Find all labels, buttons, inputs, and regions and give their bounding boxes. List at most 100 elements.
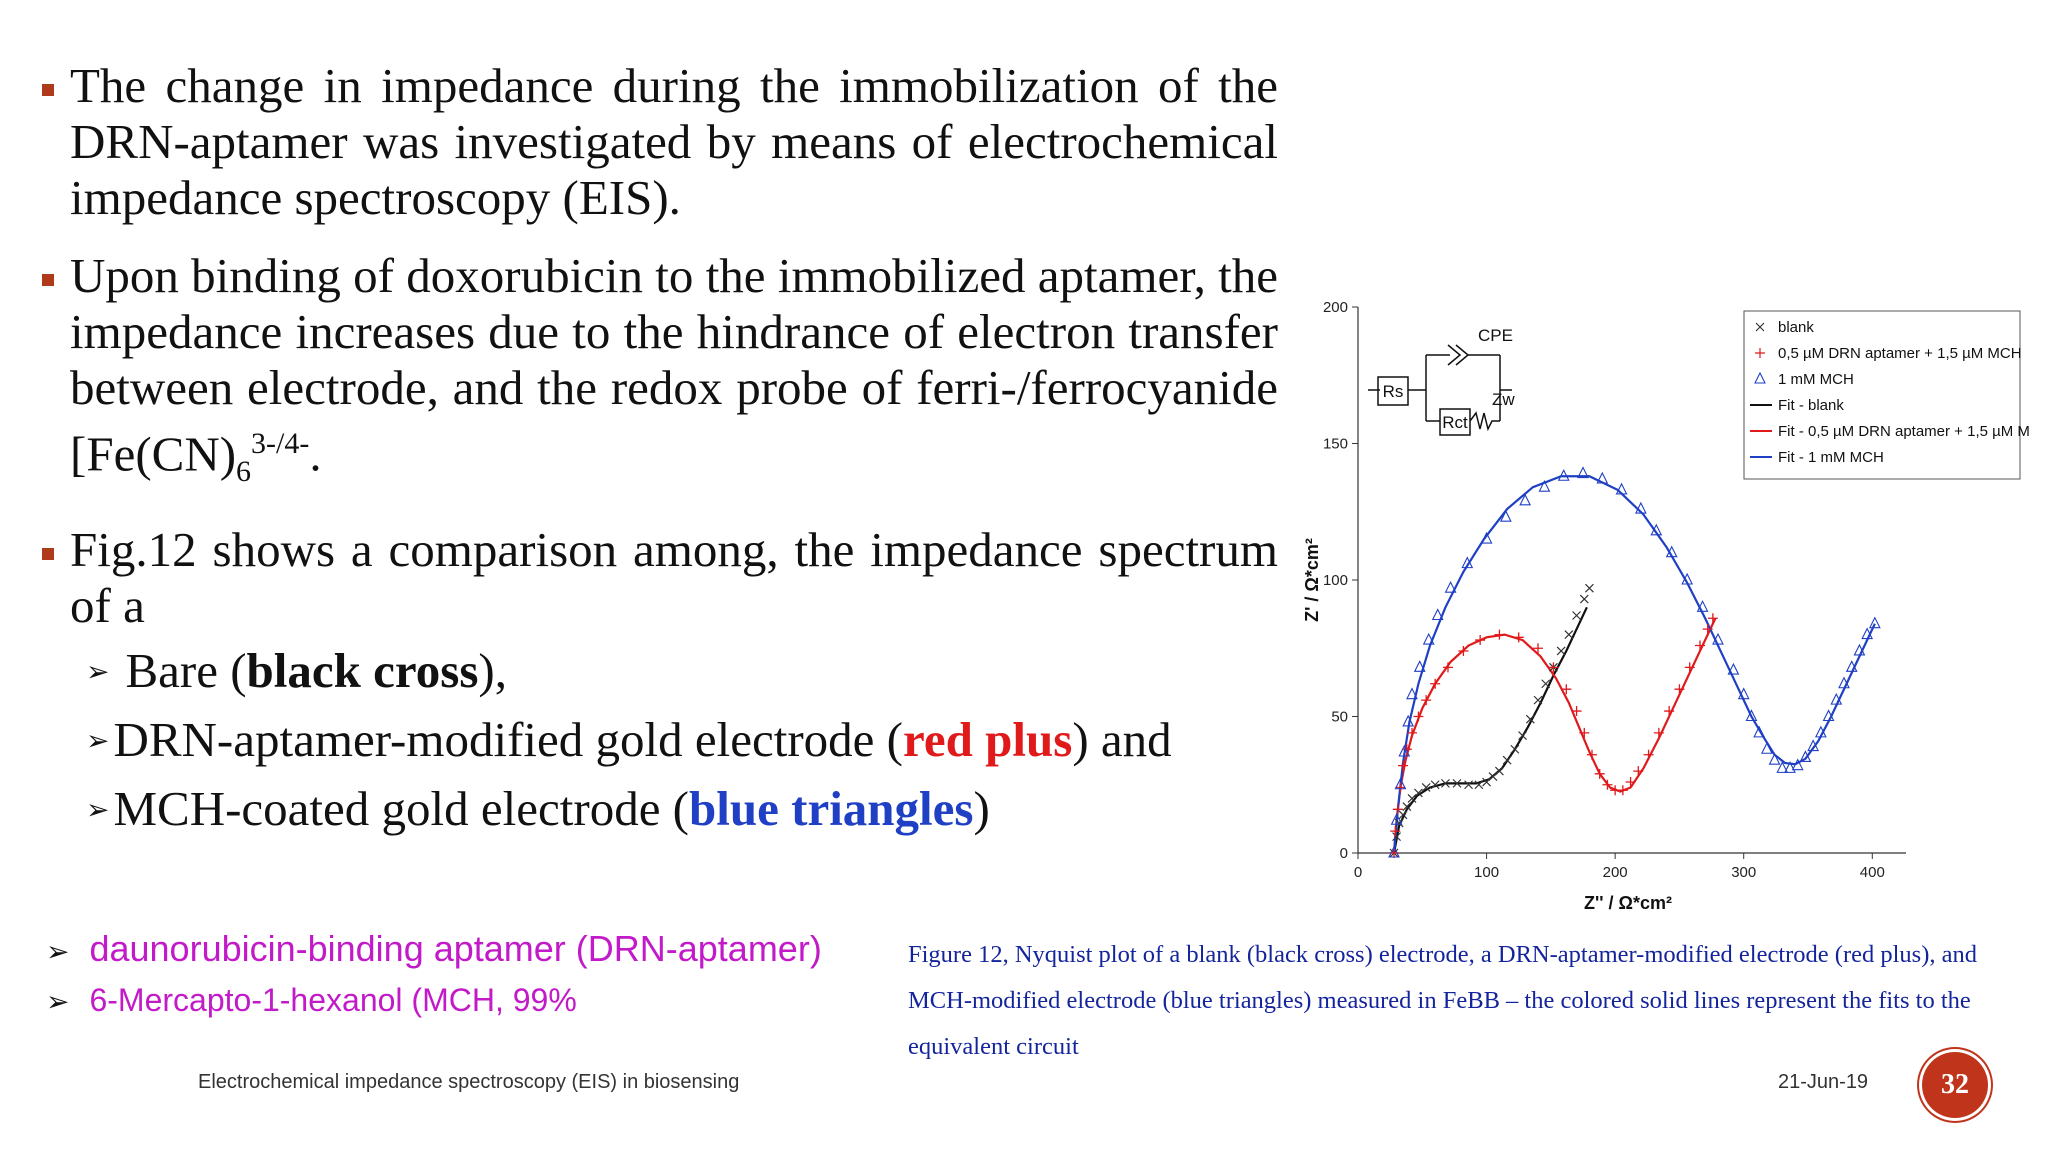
data-point-triangle	[1760, 742, 1773, 754]
data-point-plus	[1707, 613, 1718, 624]
data-point-triangle	[1538, 479, 1551, 492]
equivalent-circuit-diagram: Rs CPE Rct Zw	[1368, 326, 1515, 436]
data-point-plus	[1653, 727, 1664, 738]
legend-label: Fit - 1 mM MCH	[1778, 449, 1884, 466]
bullet-3: Fig.12 shows a comparison among, the imp…	[38, 522, 1278, 634]
data-point-cross	[1452, 778, 1462, 788]
x-tick-label: 100	[1474, 864, 1499, 881]
data-point-triangle	[1650, 523, 1663, 536]
chart-axes: 0 100 200 300 400 0 50 100 150 200 Z'' / Ω*cm² Z' /…	[1302, 299, 1906, 913]
data-point-plus	[1458, 645, 1469, 656]
data-point-plus	[1633, 766, 1644, 777]
data-point-triangle	[1557, 469, 1570, 481]
legend-cross-swatch	[1755, 322, 1765, 332]
y-tick-label: 150	[1323, 436, 1348, 453]
data-point-triangle	[1422, 632, 1435, 645]
data-point-cross	[1579, 594, 1589, 604]
highlight-blue-triangles: blue triangles	[689, 781, 974, 837]
data-point-plus	[1421, 695, 1432, 706]
fit-line	[1392, 475, 1876, 854]
data-point-cross	[1430, 780, 1440, 790]
arrow-bullet-icon: ➢	[46, 985, 70, 1018]
sub-item-drn: ➢DRN-aptamer-modified gold electrode (re…	[86, 712, 1172, 768]
data-point-triangle	[1499, 509, 1512, 522]
bullet-text: The change in impedance during the immob…	[70, 58, 1278, 225]
data-point-cross	[1495, 766, 1504, 776]
data-point-plus	[1561, 684, 1572, 695]
fit-line	[1392, 617, 1717, 854]
data-point-triangle	[1431, 608, 1444, 621]
data-point-cross	[1525, 714, 1535, 724]
data-point-triangle	[1776, 761, 1789, 773]
legend-label: blank	[1778, 319, 1814, 336]
definition-mch: ➢ 6-Mercapto-1-hexanol (MCH, 99%	[46, 982, 577, 1018]
data-point-plus	[1587, 749, 1597, 760]
highlight-red-plus: red plus	[903, 712, 1073, 768]
cpe-element	[1447, 344, 1462, 366]
rct-label: Rct	[1442, 413, 1468, 432]
data-point-plus	[1390, 826, 1401, 837]
fit-lines	[1392, 475, 1876, 854]
bullet-square-icon	[42, 84, 54, 96]
data-point-triangle	[1861, 627, 1874, 640]
footer-date: 21-Jun-19	[1778, 1071, 1869, 1093]
data-point-triangle	[1402, 714, 1415, 727]
bullet-text: Fig.12 shows a comparison among, the imp…	[70, 522, 1278, 634]
definition-drn: ➢ daunorubicin-binding aptamer (DRN-aptam…	[46, 928, 822, 969]
data-point-triangle	[1596, 471, 1609, 484]
y-tick-label: 0	[1340, 845, 1348, 862]
data-point-triangle	[1634, 501, 1647, 514]
data-point-plus	[1475, 635, 1486, 646]
data-point-plus	[1494, 629, 1505, 640]
arrow-bullet-icon: ➢	[86, 793, 110, 827]
subscript: 6	[236, 455, 252, 489]
data-point-triangle	[1712, 632, 1724, 645]
data-point-triangle	[1388, 845, 1400, 858]
arrow-bullet-icon: ➢	[86, 655, 110, 689]
data-point-cross	[1402, 802, 1412, 812]
data-point-triangle	[1814, 725, 1827, 738]
highlight-black-cross: black cross	[246, 643, 479, 699]
data-point-plus	[1674, 684, 1685, 695]
figure-caption: Figure 12, Nyquist plot of a blank (blac…	[908, 941, 1977, 1060]
data-point-cross	[1407, 793, 1417, 803]
data-point-triangle	[1398, 744, 1411, 757]
data-point-cross	[1392, 832, 1401, 842]
data-point-cross	[1441, 778, 1450, 788]
legend-label: 0,5 µM DRN aptamer + 1,5 µM MCH	[1778, 345, 2022, 362]
y-tick-label: 50	[1331, 709, 1348, 726]
data-point-triangle	[1737, 687, 1750, 700]
data-point-triangle	[1394, 777, 1407, 790]
data-point-triangle	[1665, 545, 1678, 558]
data-point-triangle	[1696, 600, 1709, 612]
bullet-1: The change in impedance during the immob…	[38, 58, 1278, 226]
y-tick-label: 200	[1323, 299, 1348, 316]
data-point-triangle	[1727, 662, 1740, 675]
rs-label: Rs	[1383, 382, 1404, 401]
data-point-triangle	[1822, 709, 1835, 722]
data-point-triangle	[1615, 482, 1628, 495]
bullet-text-main: Upon binding of doxorubicin to the immob…	[70, 248, 1278, 482]
legend-box	[1743, 310, 2021, 480]
sub-item-mch: ➢MCH-coated gold electrode (blue triangl…	[86, 781, 990, 837]
y-tick-label: 100	[1323, 572, 1348, 589]
data-point-plus	[1579, 727, 1590, 738]
bullet-square-icon	[42, 274, 54, 286]
data-point-plus	[1392, 804, 1403, 815]
chart-legend: blank 0,5 µM DRN aptamer + 1,5 µM MCH 1 mM…	[1743, 310, 2030, 480]
data-point-triangle	[1768, 752, 1781, 765]
zw-label: Zw	[1492, 390, 1515, 409]
data-point-triangle	[1853, 643, 1866, 656]
data-point-cross	[1585, 583, 1594, 593]
page-number-badge: 32	[1922, 1052, 1988, 1118]
data-markers	[1388, 466, 1881, 858]
data-point-plus	[1401, 744, 1412, 755]
data-point-plus	[1395, 782, 1406, 793]
data-point-cross	[1421, 783, 1431, 792]
data-point-cross	[1572, 611, 1581, 620]
data-point-plus	[1533, 643, 1543, 654]
data-point-cross	[1533, 695, 1543, 705]
y-axis-label: Z' / Ω*cm²	[1302, 538, 1322, 622]
x-tick-label: 300	[1731, 864, 1756, 881]
data-point-plus	[1548, 662, 1559, 673]
